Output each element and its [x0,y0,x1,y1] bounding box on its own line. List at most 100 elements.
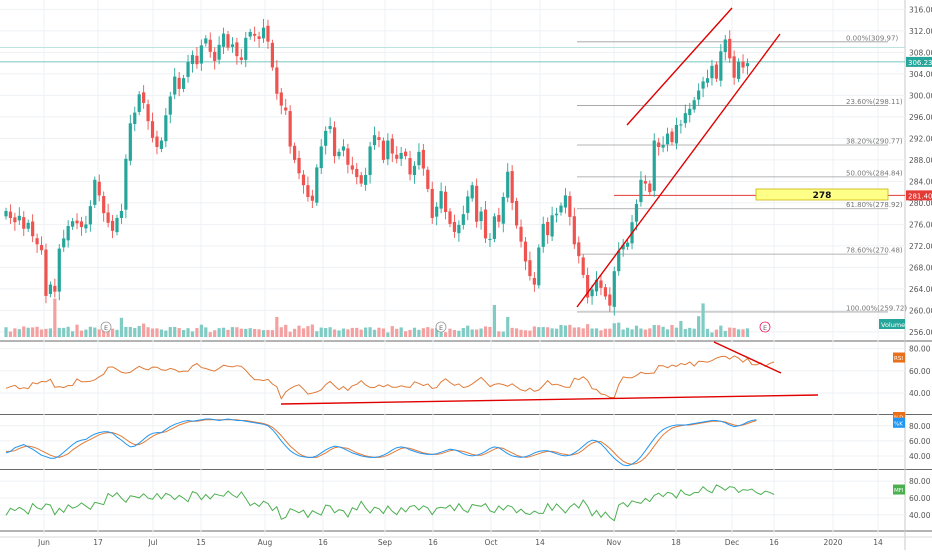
candle-body [634,203,639,222]
volume-bar [230,327,235,337]
volume-bar [581,328,585,337]
last-price-badge: 306.23 [906,56,932,67]
volume-bar [679,321,683,337]
volume-bar [119,317,124,337]
price-tick-label: 316.00 [909,5,932,14]
volume-bar [674,327,679,337]
candle-body [230,44,235,47]
x-tick-label: 16 [428,538,438,547]
volume-bar [213,330,217,337]
volume-bar [692,328,696,337]
price-trendlines[interactable] [576,7,781,308]
rsi-badge-bg [893,352,905,363]
x-tick-label: Sep [378,538,392,547]
candle-body [213,51,217,61]
volume-bar [519,329,523,337]
volume-bar [44,328,48,337]
candle-body [612,271,616,307]
volume-bar [368,327,372,337]
rsi-resistance-trendline[interactable] [713,341,782,374]
candle-body [590,289,594,297]
channel-upper-trendline[interactable] [626,7,733,126]
channel-lower-trendline[interactable] [576,33,781,308]
volume-bar [261,330,266,337]
volume-bar [79,330,84,337]
last-price-badge-text: 306.23 [908,59,932,67]
earnings-marker[interactable]: E [759,321,771,333]
volume-bar [497,331,501,337]
volume-bar [603,328,607,337]
candle-body [17,215,21,221]
candle-body [697,90,701,100]
candle-body [519,226,523,242]
stoch-k-line [5,418,757,467]
candle-body [723,39,727,52]
candle-body [150,121,155,138]
rsi-support-trendline[interactable] [280,394,819,405]
candle-body [714,64,718,79]
volume-bar [492,305,496,337]
annotation-box[interactable]: 278 [755,188,889,201]
candle-body [554,213,559,216]
volume-bar [8,331,13,337]
volume-bar [341,328,346,337]
candle-body [390,138,394,154]
fib-level-label: 0.00%(309.97) [846,34,898,42]
candle-body [577,242,581,257]
candle-body [586,274,590,298]
candle-body [266,25,270,42]
mfi-badge-bg [893,484,905,495]
candle-body [372,135,377,146]
volume-bar [310,324,314,337]
volume-bar [550,328,554,337]
mfi-line [5,484,775,522]
volume-bar [284,324,288,337]
volume-bar [257,329,261,337]
candle-body [217,44,221,60]
volume-bar [235,327,239,337]
fibonacci-retracement[interactable]: 0.00%(309.97) 23.60%(298.11) 38.20%(290.77… [577,34,907,312]
candle-body [115,217,119,233]
candle-body [301,174,306,186]
volume-bar [634,325,639,337]
volume-bar [412,327,417,337]
earnings-marker[interactable]: E [100,321,112,333]
candle-body [337,151,341,157]
candle-body [479,211,483,222]
volume-bar [97,329,101,337]
candle-body [44,249,48,296]
rsi-badge-text: RSI [894,356,903,362]
candle-body [670,131,674,143]
candle-body [257,36,261,39]
candle-body [4,210,8,217]
volume-bar [53,298,57,337]
stoch-tick-label: 80.00 [909,422,931,431]
candle-body [435,206,439,217]
volume-bar [719,325,723,337]
price-tick-label: 296.00 [909,113,932,122]
candle-body [124,158,128,210]
volume-bar [84,329,88,337]
last-price-badge-bg [906,56,932,67]
candle-body [617,250,621,272]
candle-body [315,167,319,203]
candle-body [142,92,146,103]
volume-bar [515,328,519,337]
volume-bar [199,324,203,337]
volume-bar [93,327,97,337]
volume-bar [586,324,590,337]
volume-bar [697,316,701,337]
candle-body [541,223,545,247]
candle-body [448,211,452,224]
x-tick-label: Aug [258,538,273,547]
volume-bar [71,331,75,337]
candle-body [381,140,385,160]
volume-bar [359,329,363,337]
volume-bar [577,327,581,337]
candle-body [452,221,457,232]
annotation-box-text: 278 [813,191,832,201]
earnings-marker[interactable]: E [435,321,447,333]
